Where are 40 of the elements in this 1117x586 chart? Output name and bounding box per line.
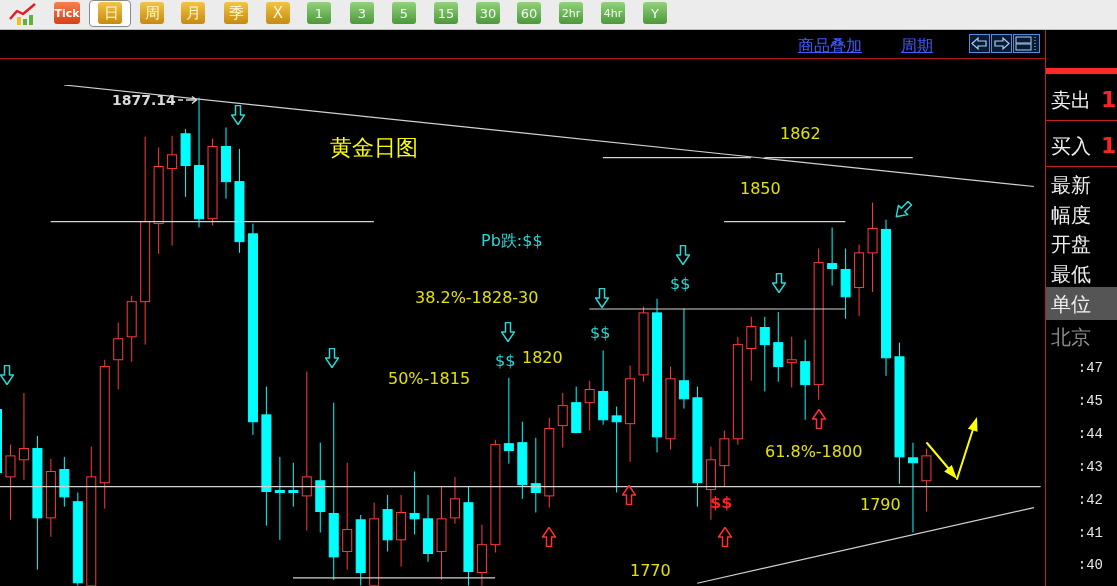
annotation: 1877.14 (112, 92, 176, 108)
text: 日 (103, 3, 119, 22)
text: 1 (314, 5, 324, 21)
text: 买入 (1051, 134, 1091, 158)
annotation: $$ (590, 323, 611, 342)
text: :47 (1077, 360, 1103, 376)
annotation: $$ (710, 493, 733, 512)
text: 1 (1101, 133, 1117, 158)
text: :40 (1077, 557, 1103, 573)
text: 黄金日图 (330, 135, 418, 160)
annotation: 1770 (630, 561, 671, 580)
text: 最新 (1051, 173, 1091, 197)
annotation: $$ (670, 274, 691, 293)
annotation: 1862 (780, 124, 821, 143)
text: 卖出 (1051, 88, 1091, 112)
text: :44 (1077, 426, 1103, 442)
text: 商品叠加 (798, 36, 862, 55)
annotation: 1850 (740, 179, 781, 198)
text: 北京 (1051, 325, 1091, 349)
text: 开盘 (1051, 232, 1091, 256)
annotation: 1790 (860, 495, 901, 514)
text: :43 (1077, 459, 1103, 475)
annotation: 50%-1815 (388, 369, 471, 388)
text: 最低 (1051, 262, 1091, 286)
text: :41 (1077, 525, 1103, 541)
text: Y (651, 5, 659, 21)
annotation: 38.2%-1828-30 (415, 288, 539, 307)
text: 周期 (901, 36, 933, 55)
annotation: Pb跌:$$ (481, 231, 543, 250)
text: 3 (357, 5, 367, 21)
text: :42 (1077, 492, 1103, 508)
text: 单位 (1051, 292, 1091, 316)
text: :45 (1077, 393, 1103, 409)
text: 幅度 (1051, 203, 1091, 227)
annotation: 61.8%-1800 (765, 442, 863, 461)
text: 5 (399, 5, 409, 21)
annotation: 1820 (522, 348, 563, 367)
text: 1 (1101, 87, 1117, 112)
text: X (272, 3, 284, 22)
annotation: $$ (495, 351, 516, 370)
